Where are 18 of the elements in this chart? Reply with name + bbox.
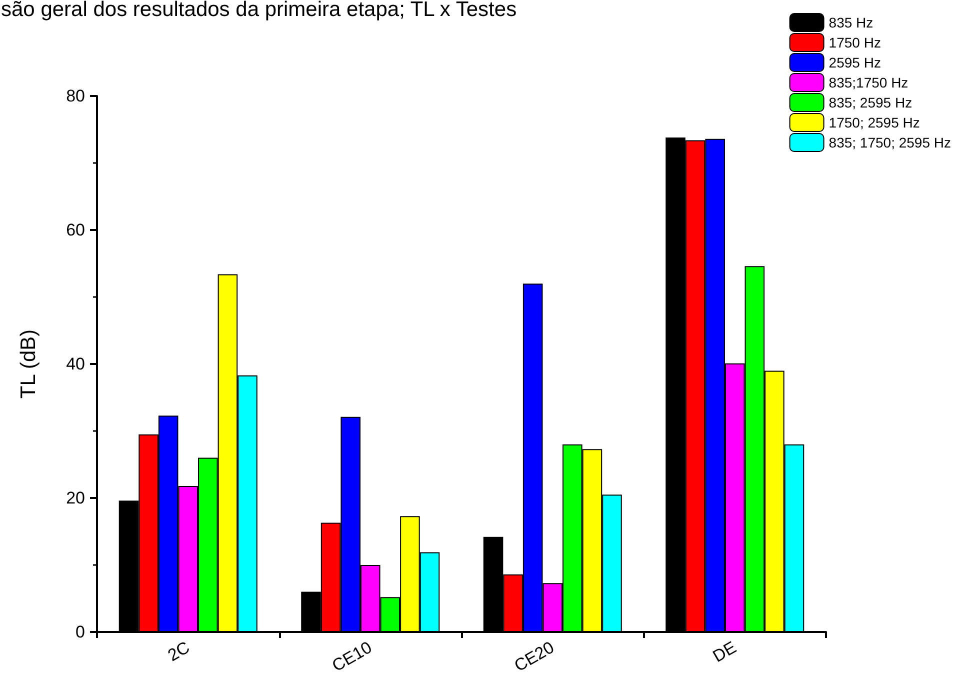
y-tick-label: 40 bbox=[66, 354, 85, 374]
legend-label: 835; 1750; 2595 Hz bbox=[828, 134, 952, 150]
legend-label: 835;1750 Hz bbox=[828, 74, 908, 90]
x-tick-label: DE bbox=[710, 638, 740, 666]
y-axis-title: TL (dB) bbox=[17, 329, 40, 399]
legend-label: 2595 Hz bbox=[828, 54, 881, 70]
x-tick-label: CE10 bbox=[328, 638, 376, 676]
chart-title: são geral dos resultados da primeira etapa; TL x Testes bbox=[1, 0, 517, 21]
x-tick-label: CE20 bbox=[511, 638, 558, 676]
legend-label: 1750 Hz bbox=[828, 34, 881, 50]
x-tick-label: 2C bbox=[164, 638, 193, 666]
y-tick-label: 20 bbox=[66, 488, 85, 508]
legend-label: 1750; 2595 Hz bbox=[828, 114, 920, 130]
legend-label: 835; 2595 Hz bbox=[828, 94, 912, 110]
y-tick-label: 80 bbox=[66, 86, 85, 106]
y-tick-label: 60 bbox=[66, 220, 85, 240]
legend-label: 835 Hz bbox=[828, 14, 874, 30]
y-tick-label: 0 bbox=[76, 622, 85, 642]
